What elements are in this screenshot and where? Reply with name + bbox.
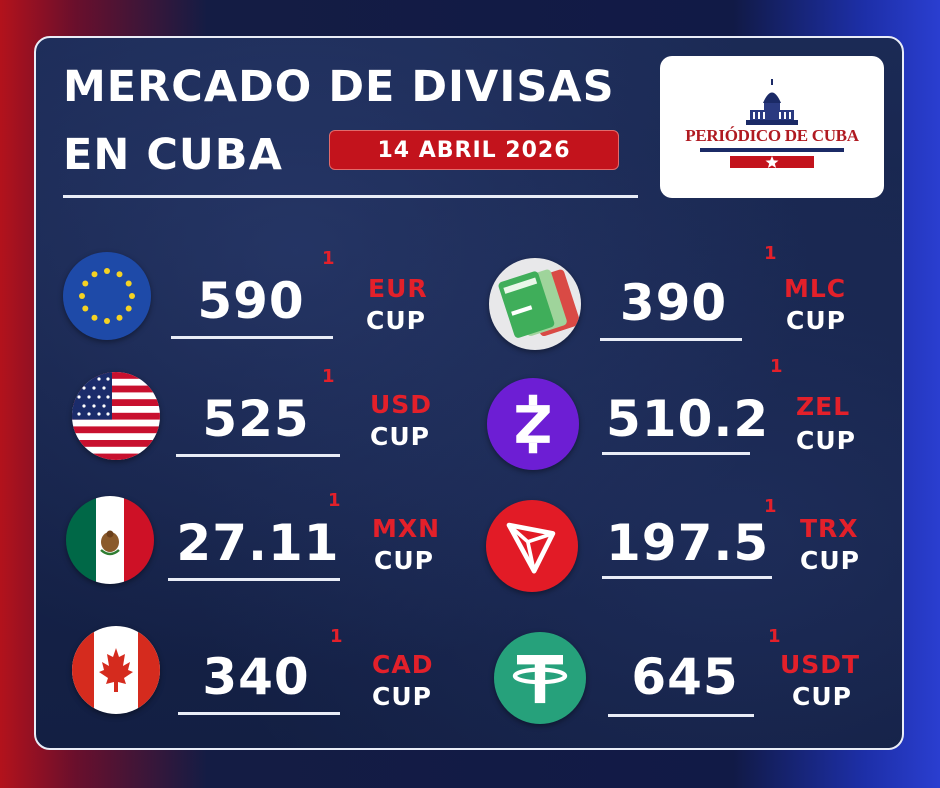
- rate-underline-cad: [178, 712, 340, 715]
- quote-code-trx: CUP: [800, 546, 860, 575]
- rate-value-mlc: 390: [619, 274, 728, 332]
- eu-flag-icon: [63, 252, 151, 340]
- rates-card: MERCADO DE DIVISAS EN CUBA 14 ABRIL 2026…: [34, 36, 904, 750]
- rate-unit-zel: 1: [770, 356, 783, 377]
- rate-underline-mlc: [600, 338, 742, 341]
- quote-code-eur: CUP: [366, 306, 426, 335]
- rate-value-usd: 525: [202, 390, 310, 448]
- rate-underline-mxn: [168, 578, 340, 581]
- rate-unit-mlc: 1: [764, 243, 777, 264]
- rate-unit-cad: 1: [330, 626, 343, 647]
- quote-code-usd: CUP: [370, 422, 430, 451]
- logo: PERIÓDICO DE CUBA: [660, 56, 884, 198]
- title-line-2: EN CUBA: [63, 130, 283, 180]
- rate-value-mxn: 27.11: [176, 514, 340, 572]
- currency-code-eur: EUR: [368, 274, 428, 303]
- date-badge: 14 ABRIL 2026: [329, 130, 619, 170]
- currency-code-trx: TRX: [800, 514, 859, 543]
- rate-value-zel: 510.2: [606, 390, 770, 448]
- title-line-1: MERCADO DE DIVISAS: [63, 62, 615, 112]
- logo-text: PERIÓDICO DE CUBA: [685, 126, 859, 145]
- currency-code-usdt: USDT: [780, 650, 861, 679]
- rate-unit-eur: 1: [322, 248, 335, 269]
- rate-underline-trx: [602, 576, 772, 579]
- rate-value-eur: 590: [197, 272, 305, 330]
- currency-code-zel: ZEL: [796, 392, 851, 421]
- quote-code-zel: CUP: [796, 426, 856, 455]
- mlc-cards-icon: [489, 258, 581, 350]
- currency-code-mxn: MXN: [372, 514, 441, 543]
- rate-value-usdt: 645: [631, 648, 739, 706]
- quote-code-mlc: CUP: [786, 306, 846, 335]
- rate-underline-zel: [602, 452, 750, 455]
- rate-value-cad: 340: [202, 648, 310, 706]
- tether-icon: [494, 632, 586, 724]
- currency-code-usd: USD: [370, 390, 433, 419]
- logo-stripe-blue: [700, 148, 844, 152]
- rate-underline-eur: [171, 336, 333, 339]
- rate-unit-usd: 1: [322, 366, 335, 387]
- tron-icon: [486, 500, 578, 592]
- rate-underline-usd: [176, 454, 340, 457]
- rate-underline-usdt: [608, 714, 754, 717]
- quote-code-usdt: CUP: [792, 682, 852, 711]
- rate-unit-usdt: 1: [768, 626, 781, 647]
- quote-code-mxn: CUP: [374, 546, 434, 575]
- zelle-icon: [487, 378, 579, 470]
- capitol-icon: [746, 79, 798, 125]
- quote-code-cad: CUP: [372, 682, 432, 711]
- mexico-flag-icon: [66, 496, 154, 584]
- us-flag-icon: [72, 372, 160, 460]
- maple-leaf: [99, 648, 133, 692]
- rate-value-trx: 197.5: [606, 514, 770, 572]
- canada-flag-icon: [72, 626, 160, 714]
- rate-unit-trx: 1: [764, 496, 777, 517]
- currency-code-cad: CAD: [372, 650, 434, 679]
- rate-unit-mxn: 1: [328, 490, 341, 511]
- star-icon: [765, 156, 779, 168]
- currency-code-mlc: MLC: [784, 274, 847, 303]
- title-divider: [63, 195, 638, 198]
